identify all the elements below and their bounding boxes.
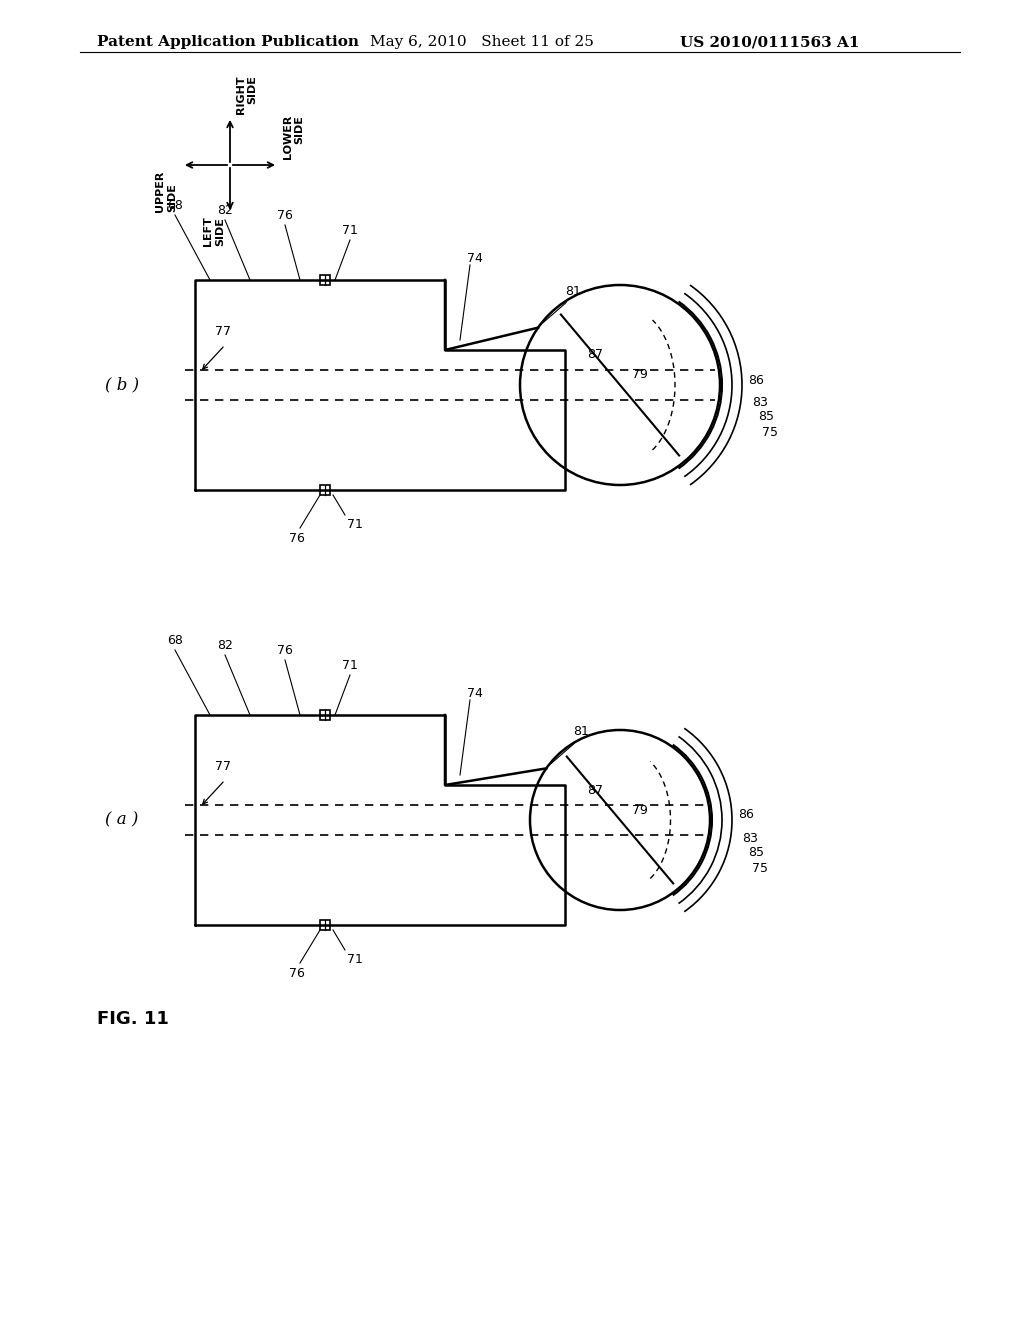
Text: 75: 75 — [752, 862, 768, 874]
Text: 76: 76 — [278, 644, 293, 657]
Text: 87: 87 — [587, 348, 603, 362]
Text: 83: 83 — [752, 396, 768, 409]
Text: 68: 68 — [167, 634, 183, 647]
Bar — [319, 920, 330, 931]
Text: FIG. 11: FIG. 11 — [97, 1010, 169, 1028]
Text: LOWER
SIDE: LOWER SIDE — [283, 115, 304, 158]
Text: US 2010/0111563 A1: US 2010/0111563 A1 — [680, 36, 859, 49]
Text: 68: 68 — [167, 199, 183, 213]
Text: 83: 83 — [742, 832, 758, 845]
Text: 71: 71 — [342, 224, 358, 238]
Text: 81: 81 — [573, 726, 589, 738]
Text: 77: 77 — [215, 760, 231, 774]
Text: 76: 76 — [289, 968, 305, 979]
Text: 77: 77 — [215, 325, 231, 338]
Text: 76: 76 — [289, 532, 305, 545]
Text: 71: 71 — [347, 953, 362, 966]
Bar — [319, 484, 330, 495]
Text: 75: 75 — [762, 426, 778, 440]
Bar — [319, 710, 330, 719]
Text: 82: 82 — [217, 205, 232, 216]
Text: 85: 85 — [748, 846, 764, 858]
Text: 71: 71 — [342, 659, 358, 672]
Text: 74: 74 — [467, 252, 483, 265]
Text: May 6, 2010   Sheet 11 of 25: May 6, 2010 Sheet 11 of 25 — [370, 36, 594, 49]
Text: Patent Application Publication: Patent Application Publication — [97, 36, 359, 49]
Text: 74: 74 — [467, 686, 483, 700]
Text: RIGHT
SIDE: RIGHT SIDE — [236, 75, 258, 114]
Text: UPPER
SIDE: UPPER SIDE — [156, 172, 177, 213]
Text: 79: 79 — [632, 368, 648, 381]
Text: ( b ): ( b ) — [105, 376, 139, 393]
Text: 86: 86 — [748, 374, 764, 387]
Text: 71: 71 — [347, 517, 362, 531]
Bar — [319, 275, 330, 285]
Text: 86: 86 — [738, 808, 754, 821]
Text: 87: 87 — [587, 784, 603, 796]
Text: ( a ): ( a ) — [105, 812, 138, 829]
Text: LEFT
SIDE: LEFT SIDE — [204, 216, 225, 246]
Text: 76: 76 — [278, 209, 293, 222]
Text: 79: 79 — [632, 804, 648, 817]
Text: 81: 81 — [565, 285, 581, 297]
Text: 85: 85 — [758, 411, 774, 424]
Text: 82: 82 — [217, 639, 232, 652]
